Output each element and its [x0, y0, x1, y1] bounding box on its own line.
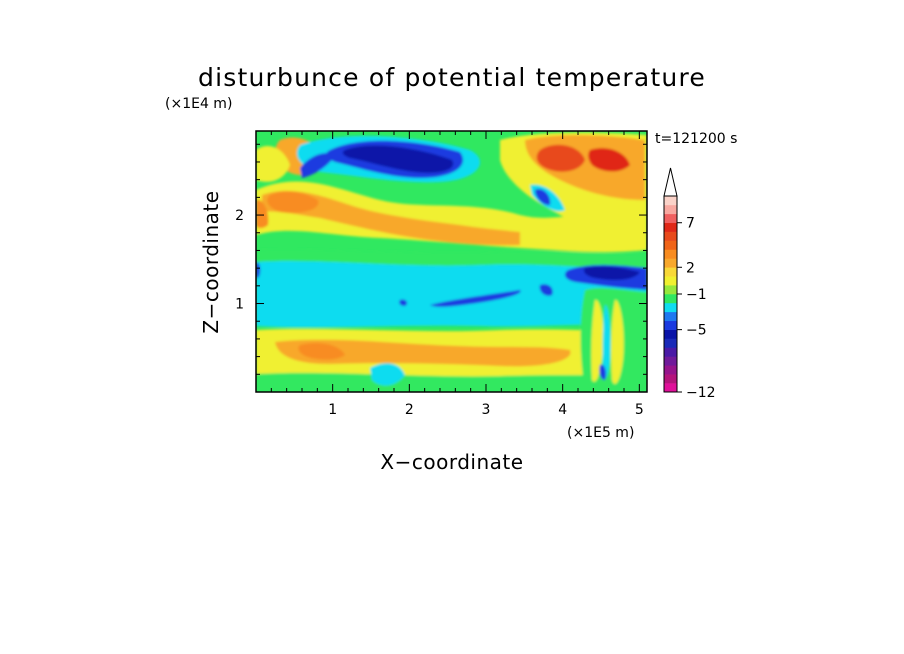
time-label: t=121200 s	[655, 131, 737, 147]
left-orange-patch	[267, 191, 319, 213]
right-lower-blue-streak	[599, 364, 607, 381]
colorbar: −12−5−127	[663, 167, 716, 401]
left-edge-orange	[256, 199, 269, 229]
colorbar-tick-label: −1	[686, 287, 707, 303]
colorbar-tick-label: 2	[686, 260, 695, 276]
colorbar-swatch	[664, 347, 677, 357]
cyan-blue-streak-b	[539, 284, 553, 296]
upper-left-blue-streak	[300, 153, 335, 178]
top-yellow-wave	[256, 145, 290, 182]
right-red-core-b	[588, 148, 630, 172]
y-axis-ticks: 12	[235, 143, 647, 375]
left-edge-blue	[256, 262, 261, 278]
bottom-cyan-patch	[370, 363, 405, 386]
colorbar-swatch	[664, 267, 677, 277]
chart-title: disturbunce of potential temperature	[198, 63, 706, 92]
colorbar-swatch	[664, 311, 677, 322]
colorbar-swatch	[664, 196, 677, 206]
y-axis-label: Z−coordinate	[199, 190, 223, 333]
cyan-blue-streak-a	[430, 290, 521, 307]
colorbar-swatch	[664, 222, 677, 232]
right-lower-yellow-streak-b	[611, 299, 624, 384]
middle-green-strip	[256, 249, 647, 269]
y-tick-label: 1	[235, 297, 244, 313]
colorbar-swatch	[664, 231, 677, 241]
x-axis-ticks: 1 2 3 4 5	[270, 131, 644, 418]
contour-field	[256, 131, 647, 392]
colorbar-swatch	[664, 302, 677, 313]
right-lower-yellow-streak-a	[591, 299, 604, 382]
cyan-blue-streak-c	[399, 299, 408, 306]
colorbar-swatch	[664, 204, 677, 215]
colorbar-swatch	[664, 213, 677, 224]
upper-orange-band	[262, 190, 520, 246]
plot-frame	[255, 130, 648, 393]
colorbar-swatch	[664, 294, 677, 304]
x-axis-label: X−coordinate	[380, 450, 523, 474]
colorbar-swatch	[664, 383, 677, 393]
y-unit-label: (×1E4 m)	[165, 96, 232, 112]
x-unit-label: (×1E5 m)	[567, 425, 634, 441]
right-lower-cyan-streak	[602, 304, 611, 379]
x-tick-label: 3	[482, 402, 491, 418]
colorbar-tick-label: −12	[686, 385, 716, 401]
middle-cyan-band	[256, 261, 647, 328]
x-tick-label: 4	[558, 402, 567, 418]
colorbar-swatch	[664, 320, 677, 330]
colorbar-swatch	[664, 276, 677, 286]
upper-warm-band	[256, 181, 647, 253]
right-navy-band	[583, 266, 640, 280]
colorbar-swatch	[664, 285, 677, 295]
right-red-core	[536, 144, 585, 172]
lower-orange-patch	[298, 343, 345, 360]
y-tick-label: 2	[235, 208, 244, 224]
x-tick-label: 1	[328, 402, 337, 418]
colorbar-swatch	[664, 249, 677, 259]
colorbar-swatch	[664, 374, 677, 384]
upper-navy-core	[342, 145, 454, 173]
colorbar-tick-label: −5	[686, 323, 707, 339]
colorbar-swatch	[664, 329, 677, 339]
colorbar-swatch	[664, 356, 677, 366]
right-blue-streak	[535, 189, 551, 206]
colorbar-extend-arrow	[663, 167, 678, 197]
colorbar-swatch	[664, 240, 677, 250]
bottom-green-strip	[256, 372, 647, 392]
colorbar-swatch	[664, 258, 677, 268]
colorbar-tick-label: 7	[686, 216, 695, 232]
x-tick-label: 2	[405, 402, 414, 418]
x-tick-label: 5	[635, 402, 644, 418]
colorbar-swatch	[664, 365, 677, 375]
colorbar-swatch	[664, 338, 677, 348]
lower-orange-band	[275, 339, 571, 367]
